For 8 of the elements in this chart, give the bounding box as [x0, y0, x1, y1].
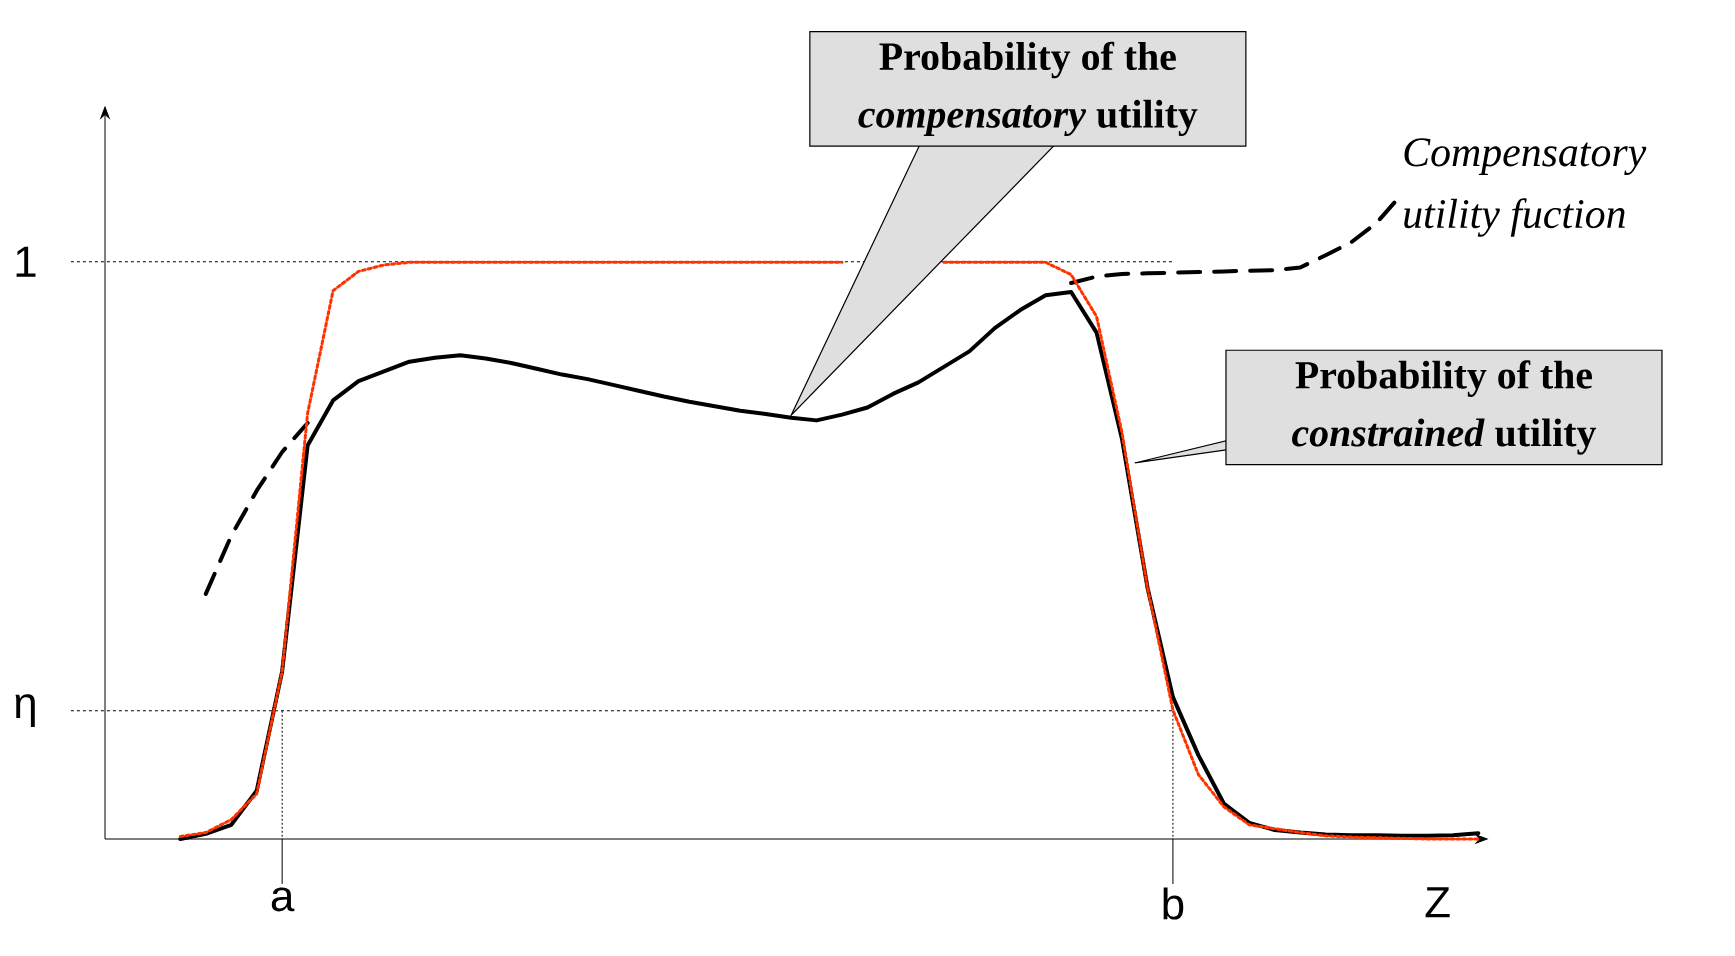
x-tick-label: b — [1163, 887, 1184, 920]
text: Probability of the compensatory utility — [858, 41, 1198, 137]
annotation: Compensatory utility fuction — [1404, 138, 1647, 237]
ref-line-label: 1 — [16, 246, 36, 277]
x-axis-title: Z — [1425, 887, 1450, 918]
annotation: Probability of the constrained utility — [1292, 360, 1597, 455]
ref-line-label: η — [15, 694, 35, 727]
x-tick-label: a — [271, 887, 295, 912]
